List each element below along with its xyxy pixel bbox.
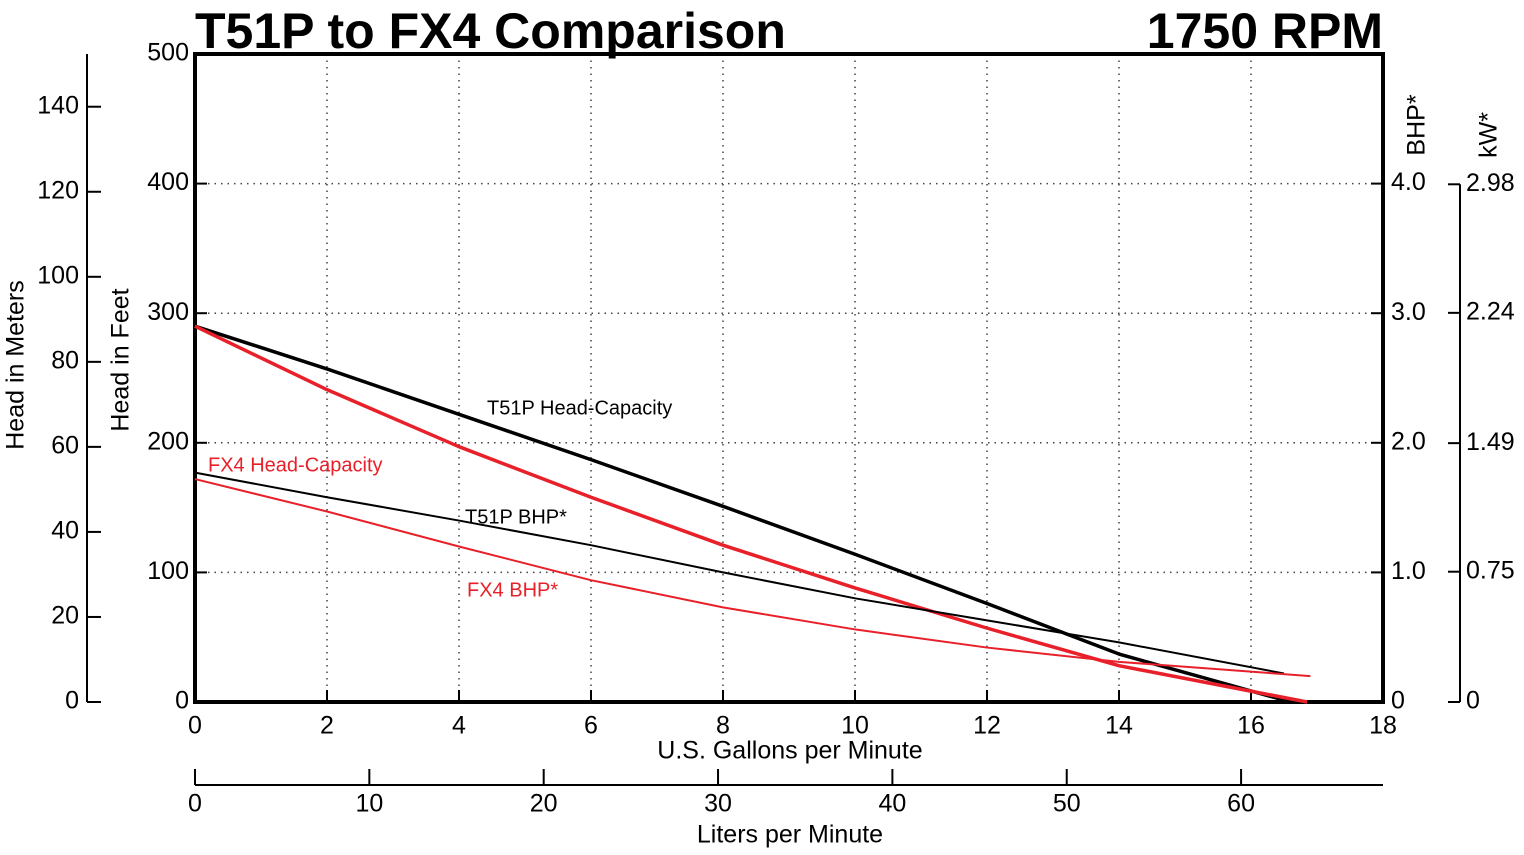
x2-axis-label: Liters per Minute <box>697 821 883 849</box>
y-axis-label: Head in Feet <box>107 288 135 431</box>
y4-axis-label: kW* <box>1475 112 1503 158</box>
y3-tick-label: 40 <box>51 517 79 545</box>
series-line <box>194 478 1311 678</box>
x2-tick-label: 60 <box>1227 790 1255 818</box>
x-tick-label: 16 <box>1237 712 1265 740</box>
y3-tick-label: 60 <box>51 431 79 459</box>
y4-tick-label: 2.24 <box>1466 297 1515 325</box>
y3-tick-label: 20 <box>51 602 79 630</box>
y2-axis-label: BHP* <box>1403 94 1431 155</box>
y-tick-label: 500 <box>147 39 189 67</box>
y4-tick-label: 0.75 <box>1466 556 1515 584</box>
y2-tick-label: 4.0 <box>1391 168 1426 196</box>
y2-tick-label: 0 <box>1391 687 1405 715</box>
y-tick-label: 400 <box>147 168 189 196</box>
y2-tick-label: 2.0 <box>1391 427 1426 455</box>
x-tick-label: 12 <box>973 712 1001 740</box>
series-line <box>194 324 1308 704</box>
y-tick-label: 0 <box>175 687 189 715</box>
series-line <box>194 324 1292 704</box>
y-tick-label: 200 <box>147 427 189 455</box>
x-tick-label: 18 <box>1369 712 1397 740</box>
y4-tick-label: 2.98 <box>1466 169 1515 197</box>
y-tick-label: 300 <box>147 298 189 326</box>
y4-tick-label: 0 <box>1466 687 1480 715</box>
x2-tick-label: 10 <box>355 790 383 818</box>
series-line <box>194 471 1285 675</box>
x2-tick-label: 50 <box>1053 790 1081 818</box>
series-label: FX4 BHP* <box>467 579 558 601</box>
y3-tick-label: 120 <box>37 176 79 204</box>
chart-subtitle: 1750 RPM <box>1147 3 1383 59</box>
chart-title: T51P to FX4 Comparison <box>195 3 786 59</box>
y4-tick-label: 1.49 <box>1466 428 1515 456</box>
y-tick-label: 100 <box>147 557 189 585</box>
x-tick-label: 6 <box>584 712 598 740</box>
y3-tick-label: 140 <box>37 91 79 119</box>
y2-tick-label: 3.0 <box>1391 298 1426 326</box>
x2-tick-label: 30 <box>704 790 732 818</box>
x-tick-label: 14 <box>1105 712 1133 740</box>
series-label: FX4 Head-Capacity <box>208 454 383 476</box>
x2-tick-label: 0 <box>188 790 202 818</box>
x2-tick-label: 40 <box>878 790 906 818</box>
series-label: T51P Head-Capacity <box>487 397 672 419</box>
y3-axis-label: Head in Meters <box>2 280 30 450</box>
x-tick-label: 0 <box>188 712 202 740</box>
x-tick-label: 10 <box>841 712 869 740</box>
y3-tick-label: 80 <box>51 346 79 374</box>
x-tick-label: 4 <box>452 712 466 740</box>
x2-tick-label: 20 <box>530 790 558 818</box>
plot-frame <box>193 52 1385 704</box>
x-axis-label: U.S. Gallons per Minute <box>657 737 922 765</box>
x-tick-label: 2 <box>320 712 334 740</box>
series-label: T51P BHP* <box>465 506 567 528</box>
x-tick-label: 8 <box>716 712 730 740</box>
y3-tick-label: 100 <box>37 261 79 289</box>
y3-tick-label: 0 <box>65 687 79 715</box>
y2-tick-label: 1.0 <box>1391 557 1426 585</box>
